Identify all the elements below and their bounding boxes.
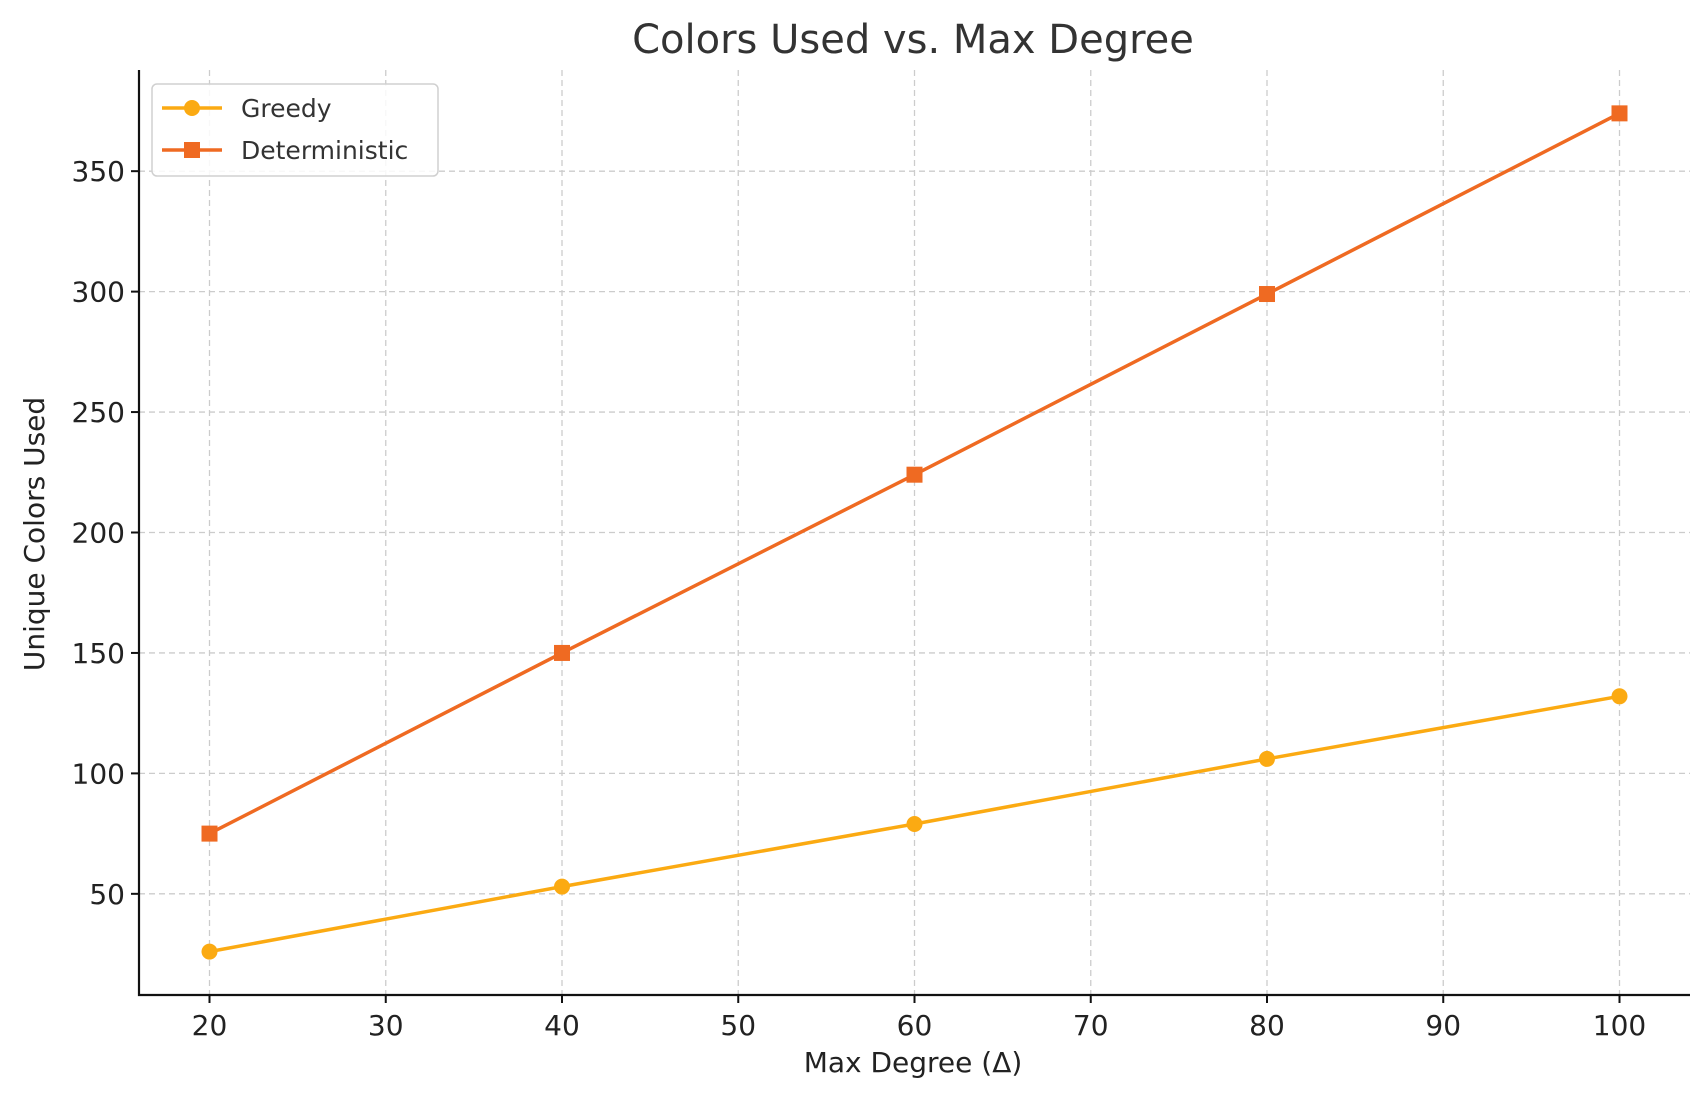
legend-item-greedy: Greedy bbox=[162, 94, 332, 123]
legend-label: Deterministic bbox=[241, 136, 408, 165]
data-point bbox=[1611, 688, 1628, 705]
data-point bbox=[1611, 105, 1628, 122]
series-deterministic bbox=[201, 105, 1628, 842]
data-point bbox=[554, 878, 570, 895]
data-point bbox=[1259, 750, 1275, 767]
x-tick-label: 30 bbox=[368, 1009, 404, 1042]
x-tick-label: 60 bbox=[897, 1009, 933, 1042]
x-axis-label: Max Degree (Δ) bbox=[804, 1046, 1023, 1079]
legend-item-deterministic: Deterministic bbox=[162, 136, 408, 165]
legend-marker bbox=[184, 100, 200, 116]
data-point bbox=[906, 815, 923, 832]
data-point bbox=[1259, 286, 1275, 303]
x-tick-label: 40 bbox=[544, 1009, 580, 1042]
y-tick-label: 300 bbox=[72, 276, 125, 309]
y-tick-label: 250 bbox=[72, 396, 125, 429]
series-greedy bbox=[201, 688, 1628, 960]
x-tick-label: 90 bbox=[1425, 1009, 1461, 1042]
data-point bbox=[554, 644, 570, 661]
y-tick-label: 200 bbox=[72, 517, 125, 550]
grid-lines bbox=[139, 70, 1690, 995]
tick-labels: 20 30 40 50 60 70 80 90 100 50 100 150 200 250 300 350 bbox=[72, 155, 1647, 1042]
axes bbox=[131, 70, 1690, 1003]
x-tick-label: 20 bbox=[192, 1009, 228, 1042]
x-tick-label: 50 bbox=[720, 1009, 756, 1042]
data-point bbox=[201, 825, 218, 842]
x-tick-label: 70 bbox=[1073, 1009, 1109, 1042]
data-point bbox=[906, 466, 923, 483]
data-point bbox=[201, 943, 218, 960]
y-tick-label: 50 bbox=[89, 878, 125, 911]
series-lines bbox=[201, 105, 1628, 960]
y-axis-label: Unique Colors Used bbox=[18, 397, 51, 671]
legend: Greedy Deterministic bbox=[151, 83, 439, 177]
legend-marker bbox=[184, 142, 200, 158]
y-tick-label: 150 bbox=[72, 637, 125, 670]
x-tick-label: 100 bbox=[1593, 1009, 1646, 1042]
legend-label: Greedy bbox=[241, 94, 332, 123]
chart-title: Colors Used vs. Max Degree bbox=[632, 17, 1194, 63]
y-tick-label: 100 bbox=[72, 757, 125, 790]
y-tick-label: 350 bbox=[72, 155, 125, 188]
axis-spines bbox=[137, 70, 1690, 997]
x-tick-label: 80 bbox=[1249, 1009, 1285, 1042]
legend-frame bbox=[151, 83, 439, 177]
